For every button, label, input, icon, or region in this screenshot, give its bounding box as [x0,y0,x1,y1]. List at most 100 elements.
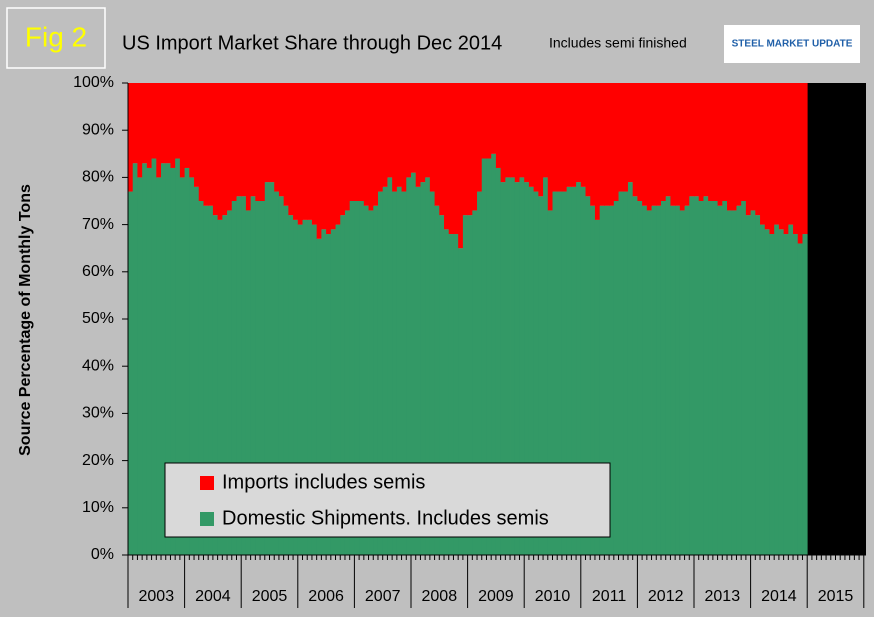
bar-segment [590,205,596,555]
bar-segment [368,210,374,555]
bar-segment [694,83,700,197]
bar-segment [227,210,233,555]
bar-segment [321,83,327,230]
bar-segment [222,83,228,216]
bar-segment [335,83,341,225]
bar-segment [500,83,506,183]
bar-segment [165,163,171,556]
bar-segment [198,201,204,555]
bar-segment [505,83,511,178]
bar-segment [311,224,318,555]
bar-segment [599,205,605,555]
bar-segment [481,83,487,159]
bar-segment [401,83,407,192]
bar-segment [627,182,634,555]
bar-segment [255,201,261,555]
bar-segment [561,83,568,192]
bar-segment [198,83,204,201]
bar-segment [330,83,336,230]
y-tick-label: 80% [82,169,114,186]
bar-segment [557,83,563,192]
bar-segment [477,191,483,555]
bar-segment [255,83,261,201]
bar-segment [212,215,219,555]
bar-segment [208,205,214,555]
bar-segment [585,83,591,197]
bar-segment [241,196,247,555]
bar-segment [458,248,464,555]
bar-segment [387,83,393,178]
x-tick-label: 2007 [365,588,401,605]
legend-swatch [200,512,214,526]
bar-segment [576,83,582,183]
bar-segment [184,83,190,168]
x-tick-label: 2003 [139,588,175,605]
bar-segment [632,83,638,197]
bar-segment [566,83,572,187]
bar-segment [203,205,209,555]
bar-segment [137,83,143,178]
bar-segment [250,196,256,555]
bar-segment [321,229,327,555]
bar-segment [274,83,280,192]
y-tick-label: 60% [82,263,114,280]
bar-segment [651,205,657,555]
bar-segment [269,83,275,183]
bar-segment [679,83,685,211]
bar-segment [453,234,459,556]
bar-segment [236,196,242,555]
bar-segment [227,83,233,211]
bar-segment [444,83,450,230]
logo-box [724,25,860,63]
bar-segment [576,182,582,555]
bar-segment [241,83,247,197]
bar-segment [453,83,459,235]
bar-segment [609,205,615,555]
bar-segment [745,215,751,555]
bar-segment [161,83,167,164]
bar-segment [561,191,568,555]
bar-segment [194,186,200,555]
bar-segment [722,83,728,201]
bar-segment [797,83,803,244]
bar-segment [675,205,681,555]
bar-segment [278,196,285,555]
bar-segment [420,83,426,183]
bar-segment [802,83,808,235]
bar-segment [231,201,237,555]
bar-segment [698,201,704,555]
bar-segment [571,83,577,187]
chart-subtitle: Includes semi finished [549,35,687,51]
bar-segment [420,182,426,555]
bar-segment [618,191,624,555]
bar-segment [316,83,322,239]
bar-segment [264,182,270,555]
figure-label-box [6,7,106,69]
y-tick-label: 70% [82,216,114,233]
bar-segment [793,234,799,556]
bar-segment [627,83,634,183]
bar-segment [778,229,785,555]
bar-segment [552,83,558,192]
bar-segment [774,224,780,555]
bar-segment [727,210,733,555]
bar-segment [170,83,176,168]
bar-segment [156,83,162,178]
legend-label: Imports includes semis [222,471,425,493]
bar-segment [245,210,252,555]
y-tick-label: 0% [91,546,114,563]
bar-segment [760,224,766,555]
bar-segment [736,83,742,206]
bar-segment [736,205,742,555]
bar-segment [651,83,657,206]
bar-segment [524,182,530,555]
bar-segment [425,177,431,555]
bar-segment [510,177,516,555]
bar-segment [132,83,138,164]
bar-segment [439,83,445,216]
empty-year-area [807,83,866,555]
bar-segment [368,83,374,211]
y-tick-label: 100% [73,74,114,91]
bar-segment [660,201,667,555]
bar-segment [637,201,643,555]
